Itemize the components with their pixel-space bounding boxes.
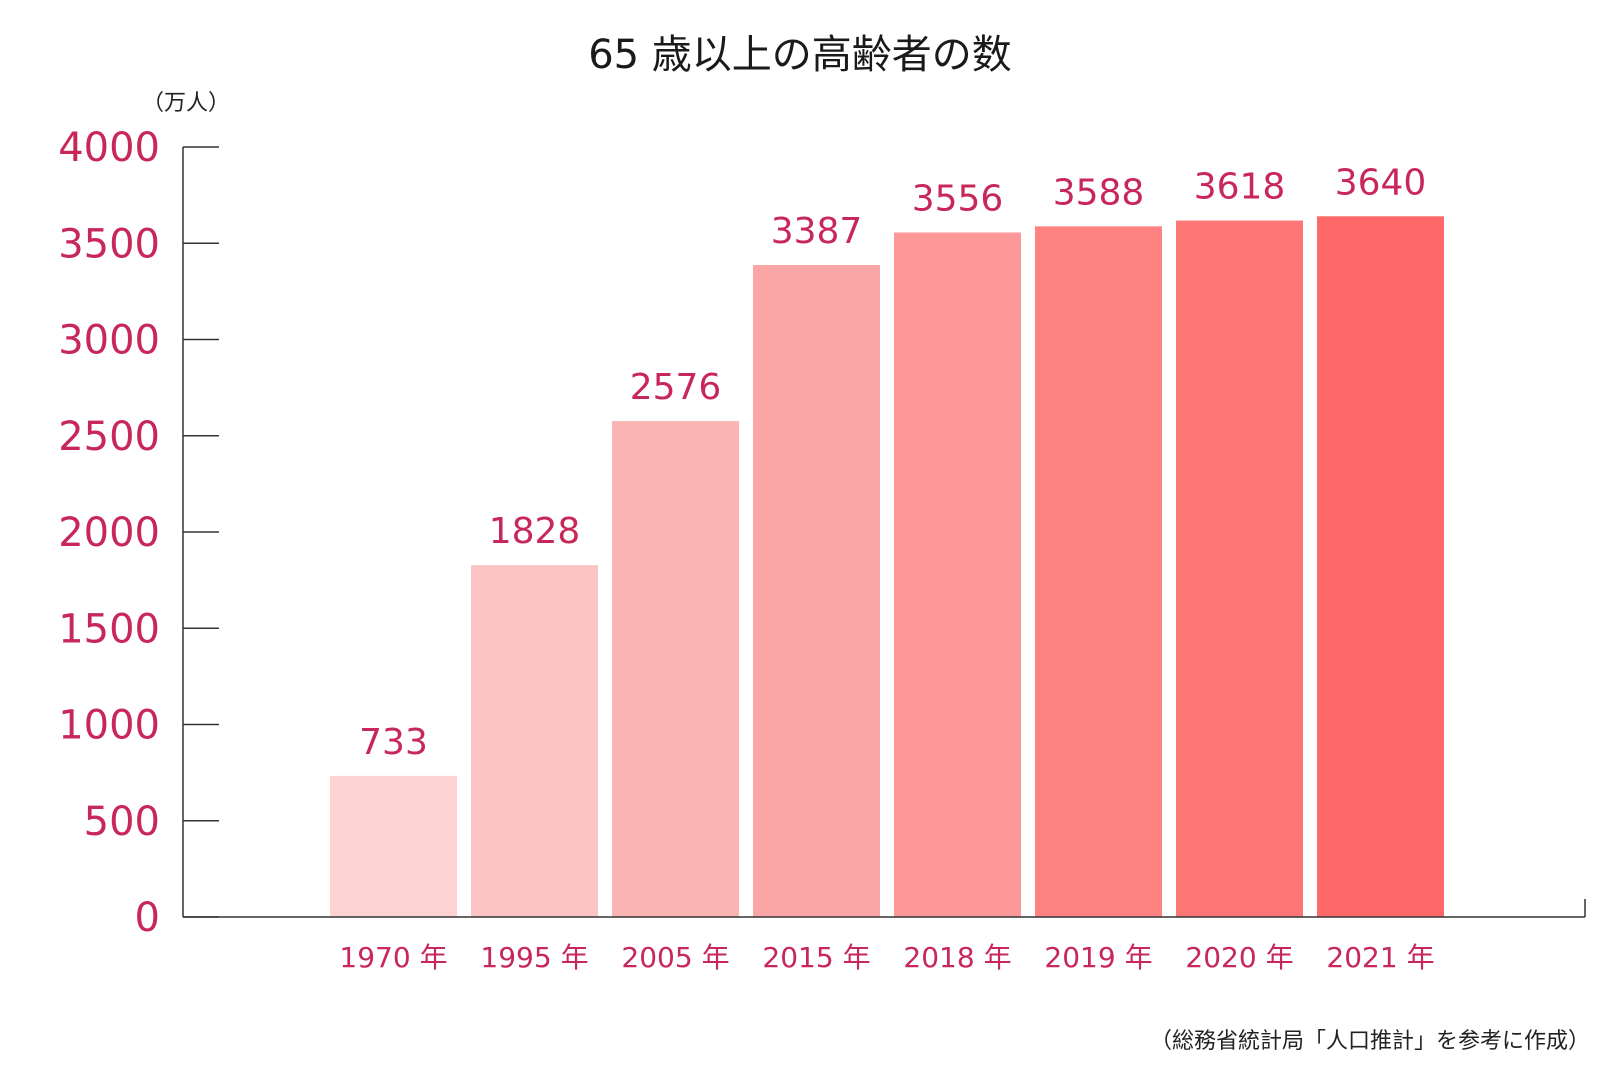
bar — [471, 565, 598, 917]
y-tick-label: 3500 — [58, 221, 160, 267]
bar-value-label: 1828 — [489, 511, 581, 552]
source-note: （総務省統計局「人口推計」を参考に作成） — [1150, 1029, 1590, 1054]
x-tick-label: 2015 年 — [762, 941, 870, 974]
y-tick-label: 1000 — [58, 703, 160, 749]
y-tick-label: 1500 — [58, 606, 160, 652]
bar-value-label: 733 — [359, 722, 428, 763]
bar — [330, 775, 457, 917]
bar-value-label: 3387 — [771, 211, 863, 252]
x-tick-label: 2005 年 — [621, 941, 729, 974]
x-tick-label: 1970 年 — [339, 941, 447, 974]
value-labels: 733 1828 2576 3387 3556 3588 3618 3640 — [359, 162, 1426, 763]
x-tick-label: 1995 年 — [480, 941, 588, 974]
y-tick-label: 4000 — [58, 125, 160, 171]
bar — [894, 232, 1021, 918]
x-tick-label: 2021 年 — [1326, 941, 1434, 974]
bar-value-label: 3618 — [1194, 167, 1286, 208]
bar — [612, 421, 739, 917]
y-tick-label: 3000 — [58, 318, 160, 364]
x-axis: 1970 年 1995 年 2005 年 2015 年 2018 年 2019 年 2020… — [183, 899, 1586, 974]
bar — [753, 265, 880, 917]
bars — [330, 216, 1444, 918]
y-axis-unit-label: （万人） — [142, 91, 230, 116]
y-tick-label: 500 — [84, 799, 160, 845]
y-tick-label: 0 — [135, 895, 160, 941]
bar — [1035, 226, 1162, 917]
y-axis: 0 500 1000 1500 2000 2500 3000 3500 4000 — [58, 125, 219, 941]
bar-value-label: 2576 — [630, 367, 722, 408]
bar — [1176, 220, 1303, 917]
bar-value-label: 3588 — [1053, 172, 1145, 213]
bar — [1317, 216, 1444, 918]
chart-title: 65 歳以上の高齢者の数 — [588, 32, 1012, 78]
bar-value-label: 3556 — [912, 178, 1004, 219]
bar-value-label: 3640 — [1335, 162, 1427, 203]
y-tick-label: 2500 — [58, 414, 160, 460]
x-tick-label: 2019 年 — [1044, 941, 1152, 974]
x-tick-label: 2018 年 — [903, 941, 1011, 974]
y-tick-label: 2000 — [58, 510, 160, 556]
x-tick-label: 2020 年 — [1185, 941, 1293, 974]
